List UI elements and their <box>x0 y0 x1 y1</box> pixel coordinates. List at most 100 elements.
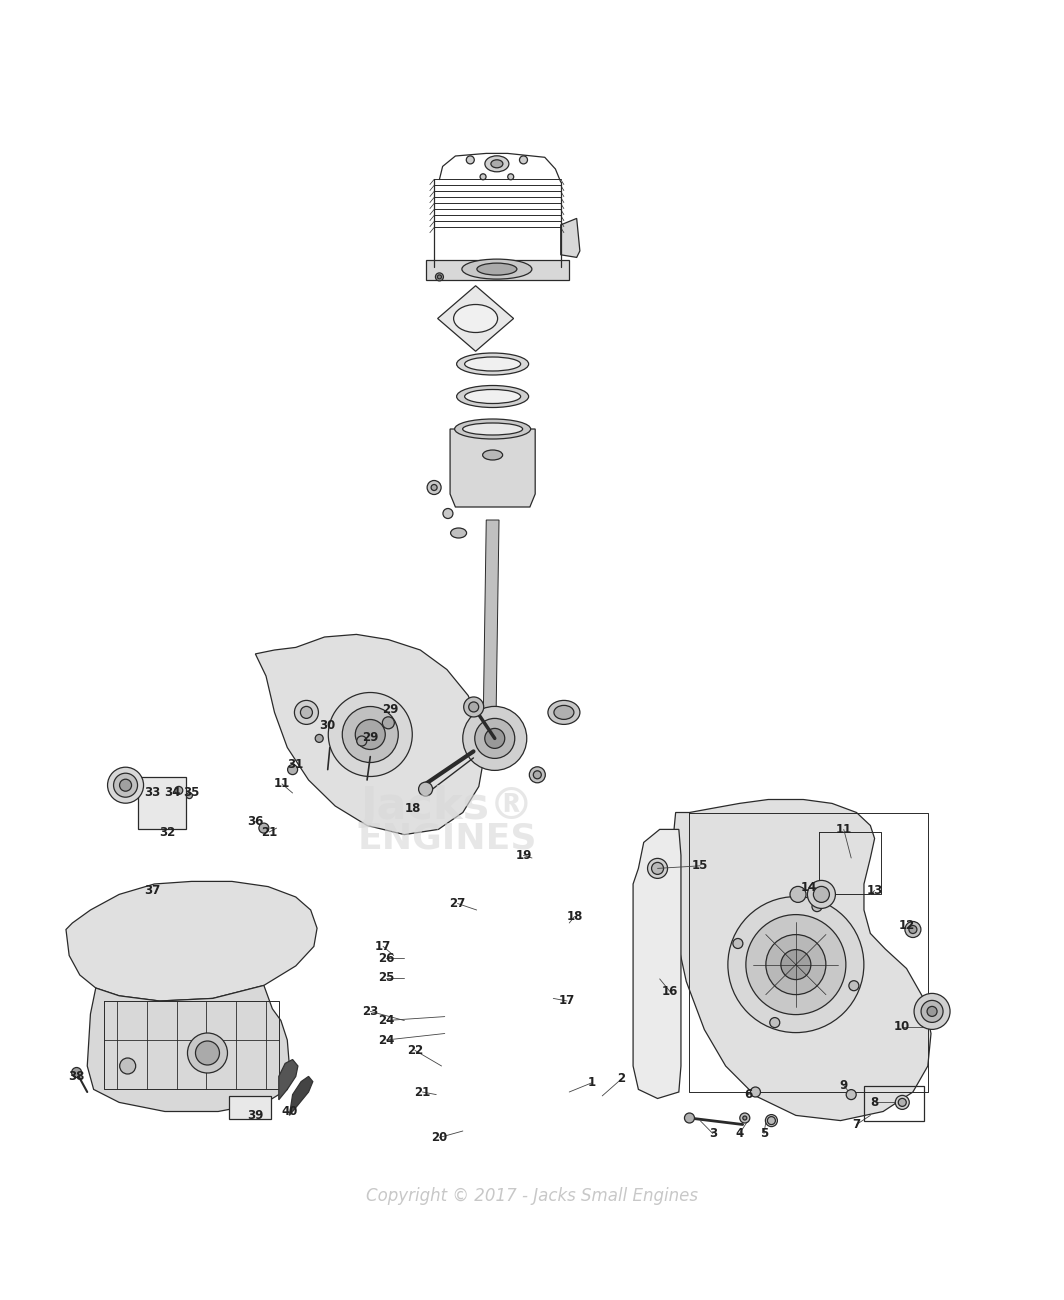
Text: 34: 34 <box>164 786 181 800</box>
Text: 20: 20 <box>431 1131 448 1144</box>
Polygon shape <box>662 864 676 1079</box>
Text: 21: 21 <box>414 1086 431 1098</box>
Circle shape <box>295 701 318 724</box>
Text: 8: 8 <box>870 1096 879 1109</box>
Circle shape <box>187 1034 228 1072</box>
Polygon shape <box>450 429 535 507</box>
Ellipse shape <box>456 386 529 407</box>
Text: 18: 18 <box>404 802 421 815</box>
Text: 40: 40 <box>281 1105 298 1118</box>
Circle shape <box>904 922 921 937</box>
Text: 33: 33 <box>144 786 161 800</box>
Circle shape <box>781 949 811 980</box>
Circle shape <box>475 719 515 758</box>
Text: 24: 24 <box>378 1034 395 1046</box>
Circle shape <box>174 786 183 794</box>
Circle shape <box>684 1113 695 1123</box>
Text: 30: 30 <box>319 719 336 732</box>
Circle shape <box>519 156 528 164</box>
Text: 13: 13 <box>866 884 883 897</box>
Text: 29: 29 <box>362 731 379 744</box>
Ellipse shape <box>485 156 509 172</box>
Text: 19: 19 <box>515 849 532 862</box>
Circle shape <box>427 481 442 494</box>
Polygon shape <box>289 1076 313 1115</box>
Text: ENGINES: ENGINES <box>358 822 536 855</box>
Text: 7: 7 <box>852 1118 861 1131</box>
Circle shape <box>480 174 486 179</box>
Circle shape <box>808 880 835 909</box>
Text: 6: 6 <box>744 1088 752 1101</box>
Circle shape <box>733 939 743 949</box>
Circle shape <box>849 980 859 991</box>
Circle shape <box>648 858 667 879</box>
Circle shape <box>466 156 475 164</box>
Polygon shape <box>138 777 186 829</box>
Text: 22: 22 <box>406 1044 423 1057</box>
Ellipse shape <box>767 1117 776 1124</box>
Text: 9: 9 <box>839 1079 848 1092</box>
Polygon shape <box>87 985 289 1112</box>
Text: 23: 23 <box>362 1005 379 1018</box>
Bar <box>229 1096 271 1119</box>
Text: 5: 5 <box>760 1127 768 1140</box>
Text: 14: 14 <box>800 881 817 894</box>
Ellipse shape <box>465 358 520 370</box>
Circle shape <box>437 274 442 280</box>
Text: 12: 12 <box>898 919 915 932</box>
Polygon shape <box>670 800 931 1121</box>
Polygon shape <box>66 881 317 1001</box>
Circle shape <box>750 1087 761 1097</box>
Ellipse shape <box>456 354 529 374</box>
Text: 32: 32 <box>159 826 176 838</box>
Circle shape <box>287 764 298 775</box>
Circle shape <box>196 1041 219 1065</box>
Text: 36: 36 <box>247 815 264 828</box>
Text: 24: 24 <box>378 1014 395 1027</box>
Ellipse shape <box>548 701 580 724</box>
Text: 25: 25 <box>378 971 395 984</box>
Circle shape <box>435 273 444 281</box>
Polygon shape <box>633 829 681 1098</box>
Text: 11: 11 <box>835 823 852 836</box>
Polygon shape <box>426 260 569 280</box>
Text: 11: 11 <box>273 777 290 790</box>
Ellipse shape <box>450 528 467 538</box>
Text: 27: 27 <box>449 897 466 910</box>
Ellipse shape <box>491 160 503 168</box>
Circle shape <box>107 767 144 803</box>
Text: 18: 18 <box>566 910 583 923</box>
Circle shape <box>746 915 846 1014</box>
Text: Jacks®: Jacks® <box>360 784 534 828</box>
Circle shape <box>508 174 514 179</box>
Circle shape <box>769 1018 780 1027</box>
Circle shape <box>315 734 323 742</box>
Circle shape <box>71 1067 82 1078</box>
Polygon shape <box>437 286 514 351</box>
Circle shape <box>114 774 137 797</box>
Circle shape <box>927 1006 937 1017</box>
Circle shape <box>186 793 193 798</box>
Circle shape <box>443 508 453 519</box>
Ellipse shape <box>463 422 522 436</box>
Circle shape <box>743 1115 747 1121</box>
Text: 10: 10 <box>894 1020 911 1034</box>
Text: 29: 29 <box>382 703 399 716</box>
Text: 1: 1 <box>587 1076 596 1089</box>
Circle shape <box>766 935 826 994</box>
Text: 2: 2 <box>617 1072 626 1086</box>
Text: 15: 15 <box>692 859 709 872</box>
Circle shape <box>812 902 822 911</box>
Text: 4: 4 <box>735 1127 744 1140</box>
Circle shape <box>469 702 479 712</box>
Text: 21: 21 <box>261 826 278 838</box>
Circle shape <box>739 1113 750 1123</box>
Ellipse shape <box>483 450 502 460</box>
Text: 26: 26 <box>378 952 395 965</box>
Circle shape <box>119 779 132 792</box>
Ellipse shape <box>477 263 517 276</box>
Circle shape <box>300 706 313 719</box>
Circle shape <box>765 1114 778 1127</box>
Circle shape <box>728 897 864 1032</box>
Text: 35: 35 <box>183 786 200 800</box>
